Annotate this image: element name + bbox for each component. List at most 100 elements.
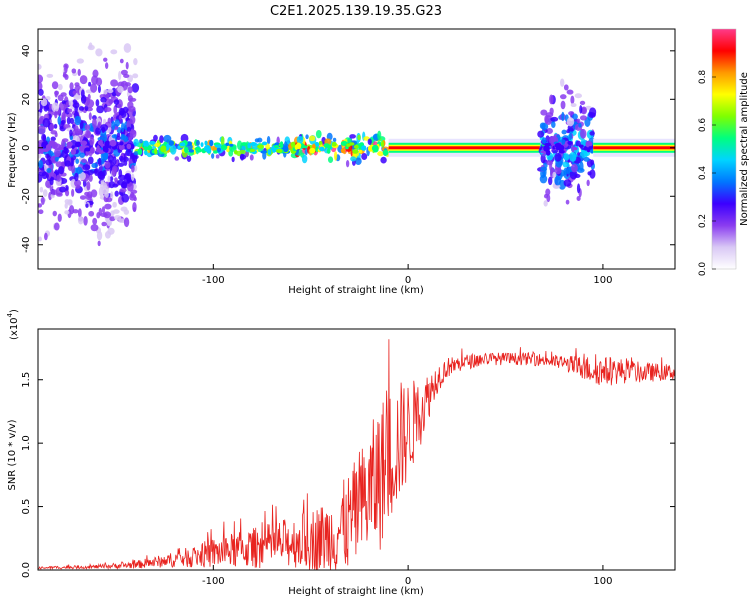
spectrogram-ridge-blob xyxy=(371,144,379,152)
spectrogram-y-tick-label: 20 xyxy=(21,93,32,106)
spectrogram-blob xyxy=(541,137,547,144)
spectrogram-ridge-blob xyxy=(352,149,359,154)
spectrogram-blob xyxy=(563,179,572,187)
spectrogram-ridge-blob xyxy=(213,150,218,154)
spectrogram-blob xyxy=(38,160,44,169)
spectrogram-blob xyxy=(117,179,125,186)
spectrogram-ridge-blob xyxy=(240,142,248,147)
spectrogram-ridge-blob xyxy=(216,147,221,153)
spectrogram-blob xyxy=(57,213,62,222)
spectrogram-ridge-blob xyxy=(249,148,256,152)
spectrogram-blob xyxy=(123,209,130,215)
spectrogram-ridge-blob xyxy=(143,146,148,150)
spectrogram-blob xyxy=(57,116,62,125)
spectrogram-blob xyxy=(116,135,121,141)
spectrogram-blob xyxy=(38,203,43,208)
spectrogram-blob xyxy=(67,108,73,113)
spectrogram-blob xyxy=(121,122,125,133)
spectrogram-blob xyxy=(103,133,107,144)
spectrogram-blob xyxy=(576,183,581,194)
spectrogram-blob xyxy=(127,95,134,102)
spectrogram-blob xyxy=(80,94,87,104)
spectrogram-blob xyxy=(95,48,103,57)
spectrogram-ridge-blob xyxy=(90,147,95,154)
spectrogram-ridge-blob xyxy=(319,146,325,152)
spectrogram-blob xyxy=(111,120,116,131)
spectrogram-blob xyxy=(349,134,356,139)
spectrogram-ridge-blob xyxy=(353,144,359,149)
spectrogram-x-tick-label: 100 xyxy=(593,275,612,286)
spectrogram-blob xyxy=(86,181,91,191)
spectrogram-blob xyxy=(72,102,80,109)
spectrogram-blob xyxy=(581,107,587,114)
spectrogram-blob xyxy=(42,189,48,197)
snr-y-tick-label: 0.0 xyxy=(21,562,32,578)
spectrogram-blob xyxy=(38,88,44,96)
spectrogram-blob xyxy=(121,193,130,203)
snr-x-tick-label: 100 xyxy=(593,576,612,587)
spectrogram-blob xyxy=(117,85,124,93)
spectrogram-blob xyxy=(54,156,59,162)
spectrogram-blob xyxy=(40,98,48,107)
snr-frame xyxy=(37,328,676,571)
spectrogram-blob xyxy=(332,137,337,143)
spectrogram-blob xyxy=(74,179,82,188)
spectrogram-blob xyxy=(231,156,235,163)
spectrogram-blob xyxy=(123,73,130,78)
spectrogram-blob xyxy=(104,203,112,210)
spectrogram-ridge-blob xyxy=(144,149,148,156)
spectrogram-blob xyxy=(85,203,89,208)
spectrogram-blob xyxy=(543,200,548,207)
spectrogram-blob xyxy=(86,130,92,139)
spectrogram-blob xyxy=(569,151,577,162)
spectrogram-blob xyxy=(57,94,64,102)
spectrogram-ridge-blob xyxy=(300,145,308,149)
spectrogram-ridge-blob xyxy=(206,149,211,154)
spectrogram-blob xyxy=(91,162,98,169)
spectrogram-x-tick-label: -100 xyxy=(202,275,225,286)
spectrogram-blob xyxy=(545,188,551,196)
spectrogram-blob xyxy=(539,122,546,130)
spectrogram-y-label: Frequency (Hz) xyxy=(7,112,18,188)
spectrogram-blob xyxy=(50,130,58,135)
spectrogram-blob xyxy=(163,134,172,143)
spectrogram-blob xyxy=(61,100,66,105)
spectrogram-blob xyxy=(133,196,137,202)
spectrogram-ridge-blob xyxy=(261,141,268,146)
spectrogram-blob xyxy=(95,127,101,135)
spectrogram-blob xyxy=(576,118,581,124)
spectrogram-blob xyxy=(45,173,49,179)
colorbar-frame xyxy=(711,28,737,270)
spectrogram-ridge-blob xyxy=(209,139,214,147)
spectrogram-blob xyxy=(570,103,577,108)
spectrogram-blob xyxy=(90,83,98,93)
spectrogram-ridge-blob xyxy=(361,145,367,151)
spectrogram-blob xyxy=(91,75,99,85)
spectrogram-blob xyxy=(537,130,545,138)
spectrogram-blob xyxy=(57,83,63,91)
spectrogram-blob xyxy=(114,177,118,182)
spectrogram-blob xyxy=(126,126,131,132)
spectrogram-blob xyxy=(113,215,122,221)
spectrogram-blob xyxy=(578,122,582,128)
figure-title: C2E1.2025.139.19.35.G23 xyxy=(270,4,442,19)
spectrogram-blob xyxy=(45,159,52,166)
spectrogram-ridge-blob xyxy=(588,146,593,150)
spectrogram-blob xyxy=(74,172,79,182)
spectrogram-blob xyxy=(61,112,66,121)
spectrogram-blob xyxy=(38,63,42,70)
spectrogram-blob xyxy=(104,230,111,239)
snr-x-ticks: -100 0 100 xyxy=(202,565,612,587)
spectrogram-ridge-blob xyxy=(358,149,363,154)
spectrogram-blob xyxy=(566,129,570,134)
spectrogram-blob xyxy=(561,129,567,135)
spectrogram-ridge-blob xyxy=(177,145,181,149)
spectrogram-blob xyxy=(241,145,246,150)
spectrogram-blob xyxy=(327,156,334,163)
spectrogram-blob xyxy=(563,84,569,91)
spectrogram-blob xyxy=(568,111,575,116)
spectrogram-blob xyxy=(139,139,143,144)
spectrogram-blob xyxy=(118,70,122,81)
spectrogram-ridge-blob xyxy=(260,150,268,154)
